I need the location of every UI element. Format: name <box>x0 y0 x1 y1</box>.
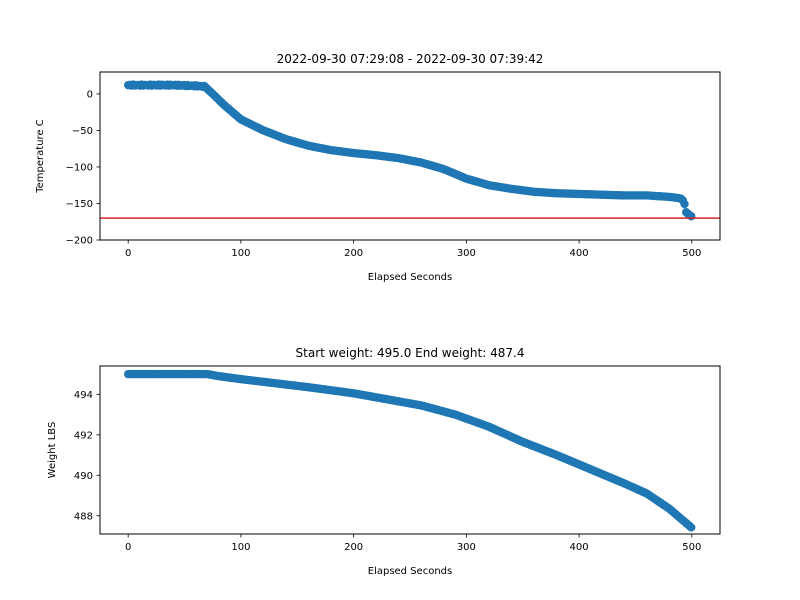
weight-y-ticks: 488 490 492 494 <box>74 390 100 522</box>
y-tick-label: −200 <box>66 236 93 247</box>
x-tick-label: 400 <box>570 248 589 259</box>
weight-x-ticks: 0 100 200 300 400 500 <box>125 534 701 553</box>
x-tick-label: 100 <box>231 248 250 259</box>
temperature-points <box>123 80 696 221</box>
data-point <box>687 212 696 221</box>
x-tick-label: 0 <box>125 248 131 259</box>
x-tick-label: 500 <box>682 248 701 259</box>
weight-points <box>123 369 696 532</box>
y-tick-label: −150 <box>66 199 93 210</box>
y-tick-label: −50 <box>72 126 93 137</box>
temperature-y-ticks: −200 −150 −100 −50 0 <box>66 89 100 247</box>
x-tick-label: 500 <box>682 542 701 553</box>
x-axis-label: Elapsed Seconds <box>368 272 452 283</box>
data-point <box>687 523 696 532</box>
x-tick-label: 400 <box>570 542 589 553</box>
y-tick-label: 490 <box>74 471 93 482</box>
y-axis-label: Temperature C <box>35 119 46 194</box>
x-axis-label: Elapsed Seconds <box>368 566 452 577</box>
y-tick-label: 0 <box>87 89 93 100</box>
x-tick-label: 200 <box>344 542 363 553</box>
x-tick-label: 100 <box>231 542 250 553</box>
data-point <box>680 199 689 209</box>
y-axis-label: Weight LBS <box>47 422 58 479</box>
x-tick-label: 200 <box>344 248 363 259</box>
chart-title: Start weight: 495.0 End weight: 487.4 <box>296 346 525 360</box>
weight-subplot: Start weight: 495.0 End weight: 487.4 0 1… <box>47 346 721 577</box>
temperature-subplot: 2022-09-30 07:29:08 - 2022-09-30 07:39:4… <box>35 52 721 283</box>
y-tick-label: 492 <box>74 430 93 441</box>
y-tick-label: 494 <box>74 390 93 401</box>
y-tick-label: 488 <box>74 511 93 522</box>
weight-axes-frame <box>99 365 721 535</box>
temperature-axes-frame <box>99 71 721 241</box>
x-tick-label: 300 <box>457 542 476 553</box>
chart-title: 2022-09-30 07:29:08 - 2022-09-30 07:39:4… <box>277 52 544 66</box>
x-tick-label: 300 <box>457 248 476 259</box>
temperature-x-ticks: 0 100 200 300 400 500 <box>125 240 701 259</box>
x-tick-label: 0 <box>125 542 131 553</box>
y-tick-label: −100 <box>66 162 93 173</box>
